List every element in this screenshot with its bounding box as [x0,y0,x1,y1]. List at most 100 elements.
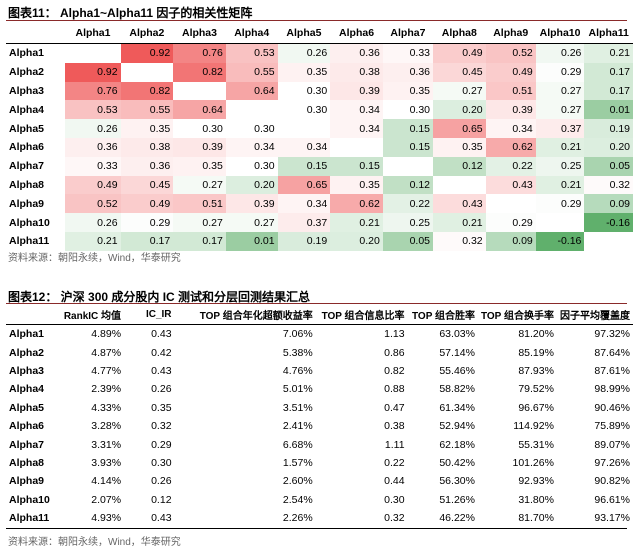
matrix-cell: 0.62 [330,194,383,214]
matrix-cell [584,231,633,251]
matrix-cell: 0.37 [535,119,585,138]
table-cell: 87.64% [594,346,630,359]
matrix-cell: 0.20 [225,175,278,195]
matrix-cell: 0.65 [433,119,486,138]
matrix-cell: 0.38 [330,62,383,82]
matrix-cell: 0.36 [330,43,383,63]
matrix-cell: 0.52 [65,194,121,214]
row-label: Alpha3 [9,364,45,377]
matrix-cell: 0.35 [277,62,331,82]
matrix-cell: 0.09 [485,231,536,251]
fig11-title-rule [6,20,627,21]
matrix-cell: 0.49 [433,43,486,63]
matrix-cell: 0.30 [173,119,226,138]
matrix-cell: 0.35 [173,156,226,176]
matrix-cell: 0.27 [173,175,226,195]
matrix-cell: 0.01 [584,100,633,120]
table-row: Alpha2 0.92 0.82 0.55 0.35 0.38 0.36 0.45 0.49 0.… [6,62,633,82]
table-cell: 55.46% [439,364,475,377]
row-label: Alpha9 [9,475,45,488]
table-cell: 0.26 [151,475,172,488]
column-header: IC_IR [124,305,175,325]
table-cell: 3.51% [282,401,313,414]
matrix-cell [330,137,383,157]
matrix-cell: 0.33 [65,156,121,176]
matrix-cell: 0.82 [173,62,226,82]
table-cell: 0.86 [384,346,405,359]
matrix-cell: 0.17 [120,231,174,251]
matrix-cell: 0.53 [65,100,121,120]
matrix-cell: 0.39 [330,81,383,101]
column-header: TOP 组合信息比率 [315,305,408,325]
column-header: Alpha7 [382,23,433,44]
matrix-cell: 0.22 [382,194,433,214]
matrix-cell: 0.35 [382,81,433,101]
table-cell: 89.07% [594,438,630,451]
matrix-cell: 0.43 [433,194,486,214]
matrix-cell: 0.27 [433,81,486,101]
matrix-cell: 0.05 [584,156,633,176]
matrix-cell: 0.21 [535,175,585,195]
table-cell: 0.44 [384,475,405,488]
matrix-cell: 0.92 [65,62,121,82]
matrix-cell: 0.76 [173,43,226,63]
column-header: 因子平均覆盖度 [556,305,633,325]
table-row: Alpha5 0.26 0.35 0.30 0.30 0.34 0.15 0.65 0.34 0.… [6,119,633,138]
table-cell: 2.54% [282,493,313,506]
table-cell: 90.82% [594,475,630,488]
table-row: Alpha3 4.77% 0.43 4.76% 0.82 55.46% 87.93% 87.6… [6,362,633,380]
table-cell: 0.38 [384,420,405,433]
matrix-cell: 0.20 [433,100,486,120]
table-cell: 0.43 [151,364,172,377]
header-corner [6,23,66,44]
matrix-cell: 0.39 [225,194,278,214]
table-cell: 90.46% [594,401,630,414]
matrix-cell: 0.35 [433,137,486,157]
table-cell: 98.99% [594,383,630,396]
matrix-cell: 0.19 [584,119,633,138]
table-row: Alpha10 0.26 0.29 0.27 0.27 0.37 0.21 0.25 0.21 0… [6,213,633,232]
table-cell: 56.30% [439,475,475,488]
column-header: RankIC 均值 [60,305,125,325]
column-header: TOP 组合换手率 [477,305,557,325]
table-cell: 52.94% [439,420,475,433]
matrix-cell: 0.32 [584,175,633,195]
table-row: Alpha4 2.39% 0.26 5.01% 0.88 58.82% 79.52% 98.9… [6,380,633,398]
fig12-title: 图表12： 沪深 300 成分股内 IC 测试和分层回测结果汇总 [8,290,311,304]
matrix-cell: 0.52 [485,43,536,63]
table-cell: 0.43 [151,328,172,341]
table-cell: 3.93% [91,456,122,469]
matrix-cell [382,156,433,176]
matrix-cell: 0.92 [120,43,174,63]
matrix-cell: 0.25 [535,156,585,176]
table-row: Alpha1 4.89% 0.43 7.06% 1.13 63.03% 81.20% 97.3… [6,325,633,344]
table-cell: 3.28% [91,420,122,433]
table-cell: 4.76% [282,364,313,377]
table-cell: 92.93% [518,475,554,488]
table-cell: 87.93% [518,364,554,377]
matrix-cell: 0.45 [433,62,486,82]
matrix-cell: 0.34 [485,119,536,138]
matrix-cell: 0.12 [382,175,433,195]
table-cell: 0.32 [151,420,172,433]
table-cell: 61.34% [439,401,475,414]
table-cell: 5.38% [282,346,313,359]
table-cell: 87.61% [594,364,630,377]
table-cell: 57.14% [439,346,475,359]
matrix-cell: 0.51 [173,194,226,214]
matrix-cell [225,100,278,120]
matrix-cell [277,119,331,138]
table-row: Alpha9 4.14% 0.26 2.60% 0.44 56.30% 92.93% 90.8… [6,472,633,490]
table-cell: 55.31% [518,438,554,451]
matrix-cell [485,194,536,214]
table-cell: 75.89% [594,420,630,433]
table-cell: 50.42% [439,456,475,469]
table-cell: 97.26% [594,456,630,469]
matrix-cell: 0.35 [330,175,383,195]
table-row: Alpha11 0.21 0.17 0.17 0.01 0.19 0.20 0.05 0.32 0… [6,231,633,251]
table-cell: 0.29 [151,438,172,451]
matrix-cell: 0.12 [433,156,486,176]
matrix-cell: 0.55 [120,100,174,120]
table-row: Alpha1 0.92 0.76 0.53 0.26 0.36 0.33 0.49 0.52 0.… [6,43,633,63]
row-label: Alpha1 [9,47,45,60]
